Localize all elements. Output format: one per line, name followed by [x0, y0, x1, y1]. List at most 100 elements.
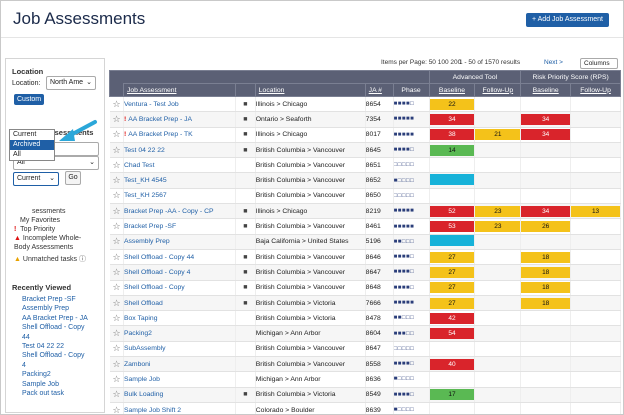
job-name-link[interactable]: Test_KH 2567	[123, 192, 167, 200]
favorite-star-icon[interactable]: ☆	[109, 387, 124, 403]
add-job-assessment-button[interactable]: + Add Job Assessment	[525, 13, 609, 27]
job-name-link[interactable]: Sample Job Shift 2	[123, 406, 182, 414]
status-option-archived[interactable]: Archived	[10, 140, 54, 150]
favorite-star-icon[interactable]: ☆	[109, 127, 124, 143]
table-row[interactable]: ☆ Test_KH 4545 British Columbia > Vancouve…	[109, 172, 621, 189]
next-page-link[interactable]: Next >	[544, 59, 563, 66]
table-row[interactable]: ☆ Test 04 22 22 ■ British Columbia > Vancou…	[109, 142, 621, 159]
favorite-star-icon[interactable]: ☆	[109, 249, 124, 266]
favorite-star-icon[interactable]: ☆	[109, 264, 124, 281]
recently-viewed-item[interactable]: Pack out task	[22, 390, 65, 398]
job-name-link[interactable]: Assembly Prep	[123, 238, 170, 246]
table-row[interactable]: ☆ Bracket Prep -AA - Copy - CP ■ Illinois >…	[109, 203, 621, 220]
recently-viewed-item[interactable]: AA Bracket Prep - JA	[22, 314, 88, 322]
status-select[interactable]: Current ⌄	[13, 172, 59, 186]
favorite-star-icon[interactable]: ☆	[109, 157, 124, 174]
job-name-link[interactable]: Sample Job	[123, 375, 160, 383]
ja-number-header[interactable]: JA #	[364, 83, 394, 97]
favorite-star-icon[interactable]: ☆	[109, 280, 124, 296]
job-name-link[interactable]: Zamboni	[123, 360, 151, 368]
table-row[interactable]: ☆! AA Bracket Prep - JA ■ Ontario > Seafort…	[109, 111, 621, 128]
advanced-baseline-cell: 27	[429, 264, 476, 281]
job-name-link[interactable]: Chad Test	[123, 161, 155, 169]
recently-viewed-item[interactable]: Assembly Prep	[22, 305, 70, 313]
favorite-star-icon[interactable]: ☆	[109, 218, 124, 235]
favorite-star-icon[interactable]: ☆	[109, 188, 124, 205]
table-row[interactable]: ☆ Zamboni British Columbia > Vancouver 8558…	[109, 356, 621, 373]
rps-baseline-header[interactable]: Baseline	[520, 83, 572, 97]
table-row[interactable]: ☆ Sample Job Michigan > Ann Arbor 8636 ■□□□□	[109, 371, 621, 388]
table-row[interactable]: ☆ Assembly Prep Baja California > United S…	[109, 234, 621, 250]
items-per-page[interactable]: Items per Page: 50 100 200	[381, 59, 462, 66]
location-header[interactable]: Location	[254, 83, 366, 97]
favorite-star-icon[interactable]: ☆	[109, 172, 124, 189]
favorite-star-icon[interactable]: ☆	[109, 142, 124, 159]
table-row[interactable]: ☆ SubAssembly British Columbia > Vancouver…	[109, 341, 621, 358]
table-row[interactable]: ☆ Shell Offload - Copy 4 ■ British Columbia…	[109, 264, 621, 281]
go-button[interactable]: Go	[65, 171, 81, 185]
custom-button[interactable]: Custom	[14, 94, 45, 105]
table-row[interactable]: ☆ Box Taping British Columbia > Victoria 84…	[109, 310, 621, 327]
table-row[interactable]: ☆ Shell Offload - Copy ■ British Columbia >…	[109, 280, 621, 296]
job-name-link[interactable]: Packing2	[123, 330, 152, 338]
favorite-star-icon[interactable]: ☆	[109, 96, 124, 113]
job-name-link[interactable]: Bracket Prep -AA - Copy - CP	[123, 207, 214, 215]
favorite-star-icon[interactable]: ☆	[109, 295, 124, 312]
table-row[interactable]: ☆ Bracket Prep -SF ■ British Columbia > Van…	[109, 218, 621, 235]
alert-icon: ▲	[14, 256, 21, 263]
favorite-star-icon[interactable]: ☆	[109, 234, 124, 250]
advanced-baseline-cell: 27	[429, 280, 476, 296]
job-name-link[interactable]: Bracket Prep -SF	[123, 223, 177, 231]
rps-baseline-score: 18	[521, 282, 570, 294]
job-name-link[interactable]: Ventura - Test Job	[123, 100, 179, 108]
status-option-current[interactable]: Current	[13, 131, 37, 138]
rps-followup-header[interactable]: Follow-Up	[570, 83, 621, 97]
job-name-link[interactable]: AA Bracket Prep - TK	[128, 131, 193, 139]
table-row[interactable]: ☆ Shell Offload ■ British Columbia > Victor…	[109, 295, 621, 312]
table-row[interactable]: ☆ Test_KH 2567 British Columbia > Vancouve…	[109, 188, 621, 205]
recently-viewed-item[interactable]: Packing2	[22, 371, 51, 379]
table-row[interactable]: ☆! AA Bracket Prep - TK ■ Illinois > Chicag…	[109, 127, 621, 143]
columns-button[interactable]: Columns ⌄	[580, 58, 618, 76]
recently-viewed-item[interactable]: 4	[22, 361, 26, 369]
favorite-star-icon[interactable]: ☆	[109, 356, 124, 373]
job-name-link[interactable]: Box Taping	[123, 314, 158, 322]
table-row[interactable]: ☆ Chad Test British Columbia > Vancouver 86…	[109, 157, 621, 174]
job-name-link[interactable]: Test_KH 4545	[123, 177, 167, 185]
job-name-link[interactable]: Bulk Loading	[123, 391, 164, 399]
job-name-link[interactable]: Shell Offload - Copy	[123, 284, 185, 292]
job-name-cell: Ventura - Test Job	[123, 96, 236, 113]
recently-viewed-item[interactable]: Bracket Prep -SF	[22, 296, 76, 303]
recently-viewed-item[interactable]: 44	[22, 333, 30, 341]
job-name-link[interactable]: SubAssembly	[123, 345, 166, 353]
rps-followup-cell	[570, 264, 621, 281]
table-row[interactable]: ☆ Packing2 Michigan > Ann Arbor 8604 ■■■□□ 54	[109, 325, 621, 342]
favorite-star-icon[interactable]: ☆	[109, 203, 124, 220]
job-name-link[interactable]: Shell Offload	[123, 299, 163, 307]
phase-progress: □□□□□	[393, 157, 430, 174]
status-option-all[interactable]: All	[13, 151, 21, 158]
advanced-followup-header[interactable]: Follow-Up	[474, 83, 522, 97]
favorite-star-icon[interactable]: ☆	[109, 325, 124, 342]
recently-viewed-item[interactable]: Shell Offload - Copy	[22, 324, 85, 332]
favorite-star-icon[interactable]: ☆	[109, 402, 124, 414]
camera-header	[234, 83, 256, 97]
favorite-star-icon[interactable]: ☆	[109, 371, 124, 388]
job-assessment-header[interactable]: Job Assessment	[122, 83, 236, 97]
advanced-baseline-header[interactable]: Baseline	[428, 83, 476, 97]
favorite-star-icon[interactable]: ☆	[109, 111, 124, 128]
job-name-link[interactable]: AA Bracket Prep - JA	[128, 115, 193, 123]
table-row[interactable]: ☆ Shell Offload - Copy 44 ■ British Columbi…	[109, 249, 621, 266]
recently-viewed-item[interactable]: Sample Job	[22, 380, 59, 388]
table-row[interactable]: ☆ Sample Job Shift 2 Colorado > Boulder 863…	[109, 402, 621, 414]
recently-viewed-item[interactable]: Shell Offload - Copy	[22, 352, 85, 360]
job-name-link[interactable]: Shell Offload - Copy 44	[123, 253, 195, 261]
location-select[interactable]: North Ame ⌄	[46, 76, 96, 90]
favorite-star-icon[interactable]: ☆	[109, 341, 124, 358]
job-name-link[interactable]: Test 04 22 22	[123, 146, 165, 154]
table-row[interactable]: ☆ Ventura - Test Job ■ Illinois > Chicago 86…	[109, 96, 621, 113]
table-row[interactable]: ☆ Bulk Loading ■ British Columbia > Victori…	[109, 387, 621, 403]
job-name-link[interactable]: Shell Offload - Copy 4	[123, 268, 191, 276]
favorite-star-icon[interactable]: ☆	[109, 310, 124, 327]
recently-viewed-item[interactable]: Test 04 22 22	[22, 343, 65, 351]
